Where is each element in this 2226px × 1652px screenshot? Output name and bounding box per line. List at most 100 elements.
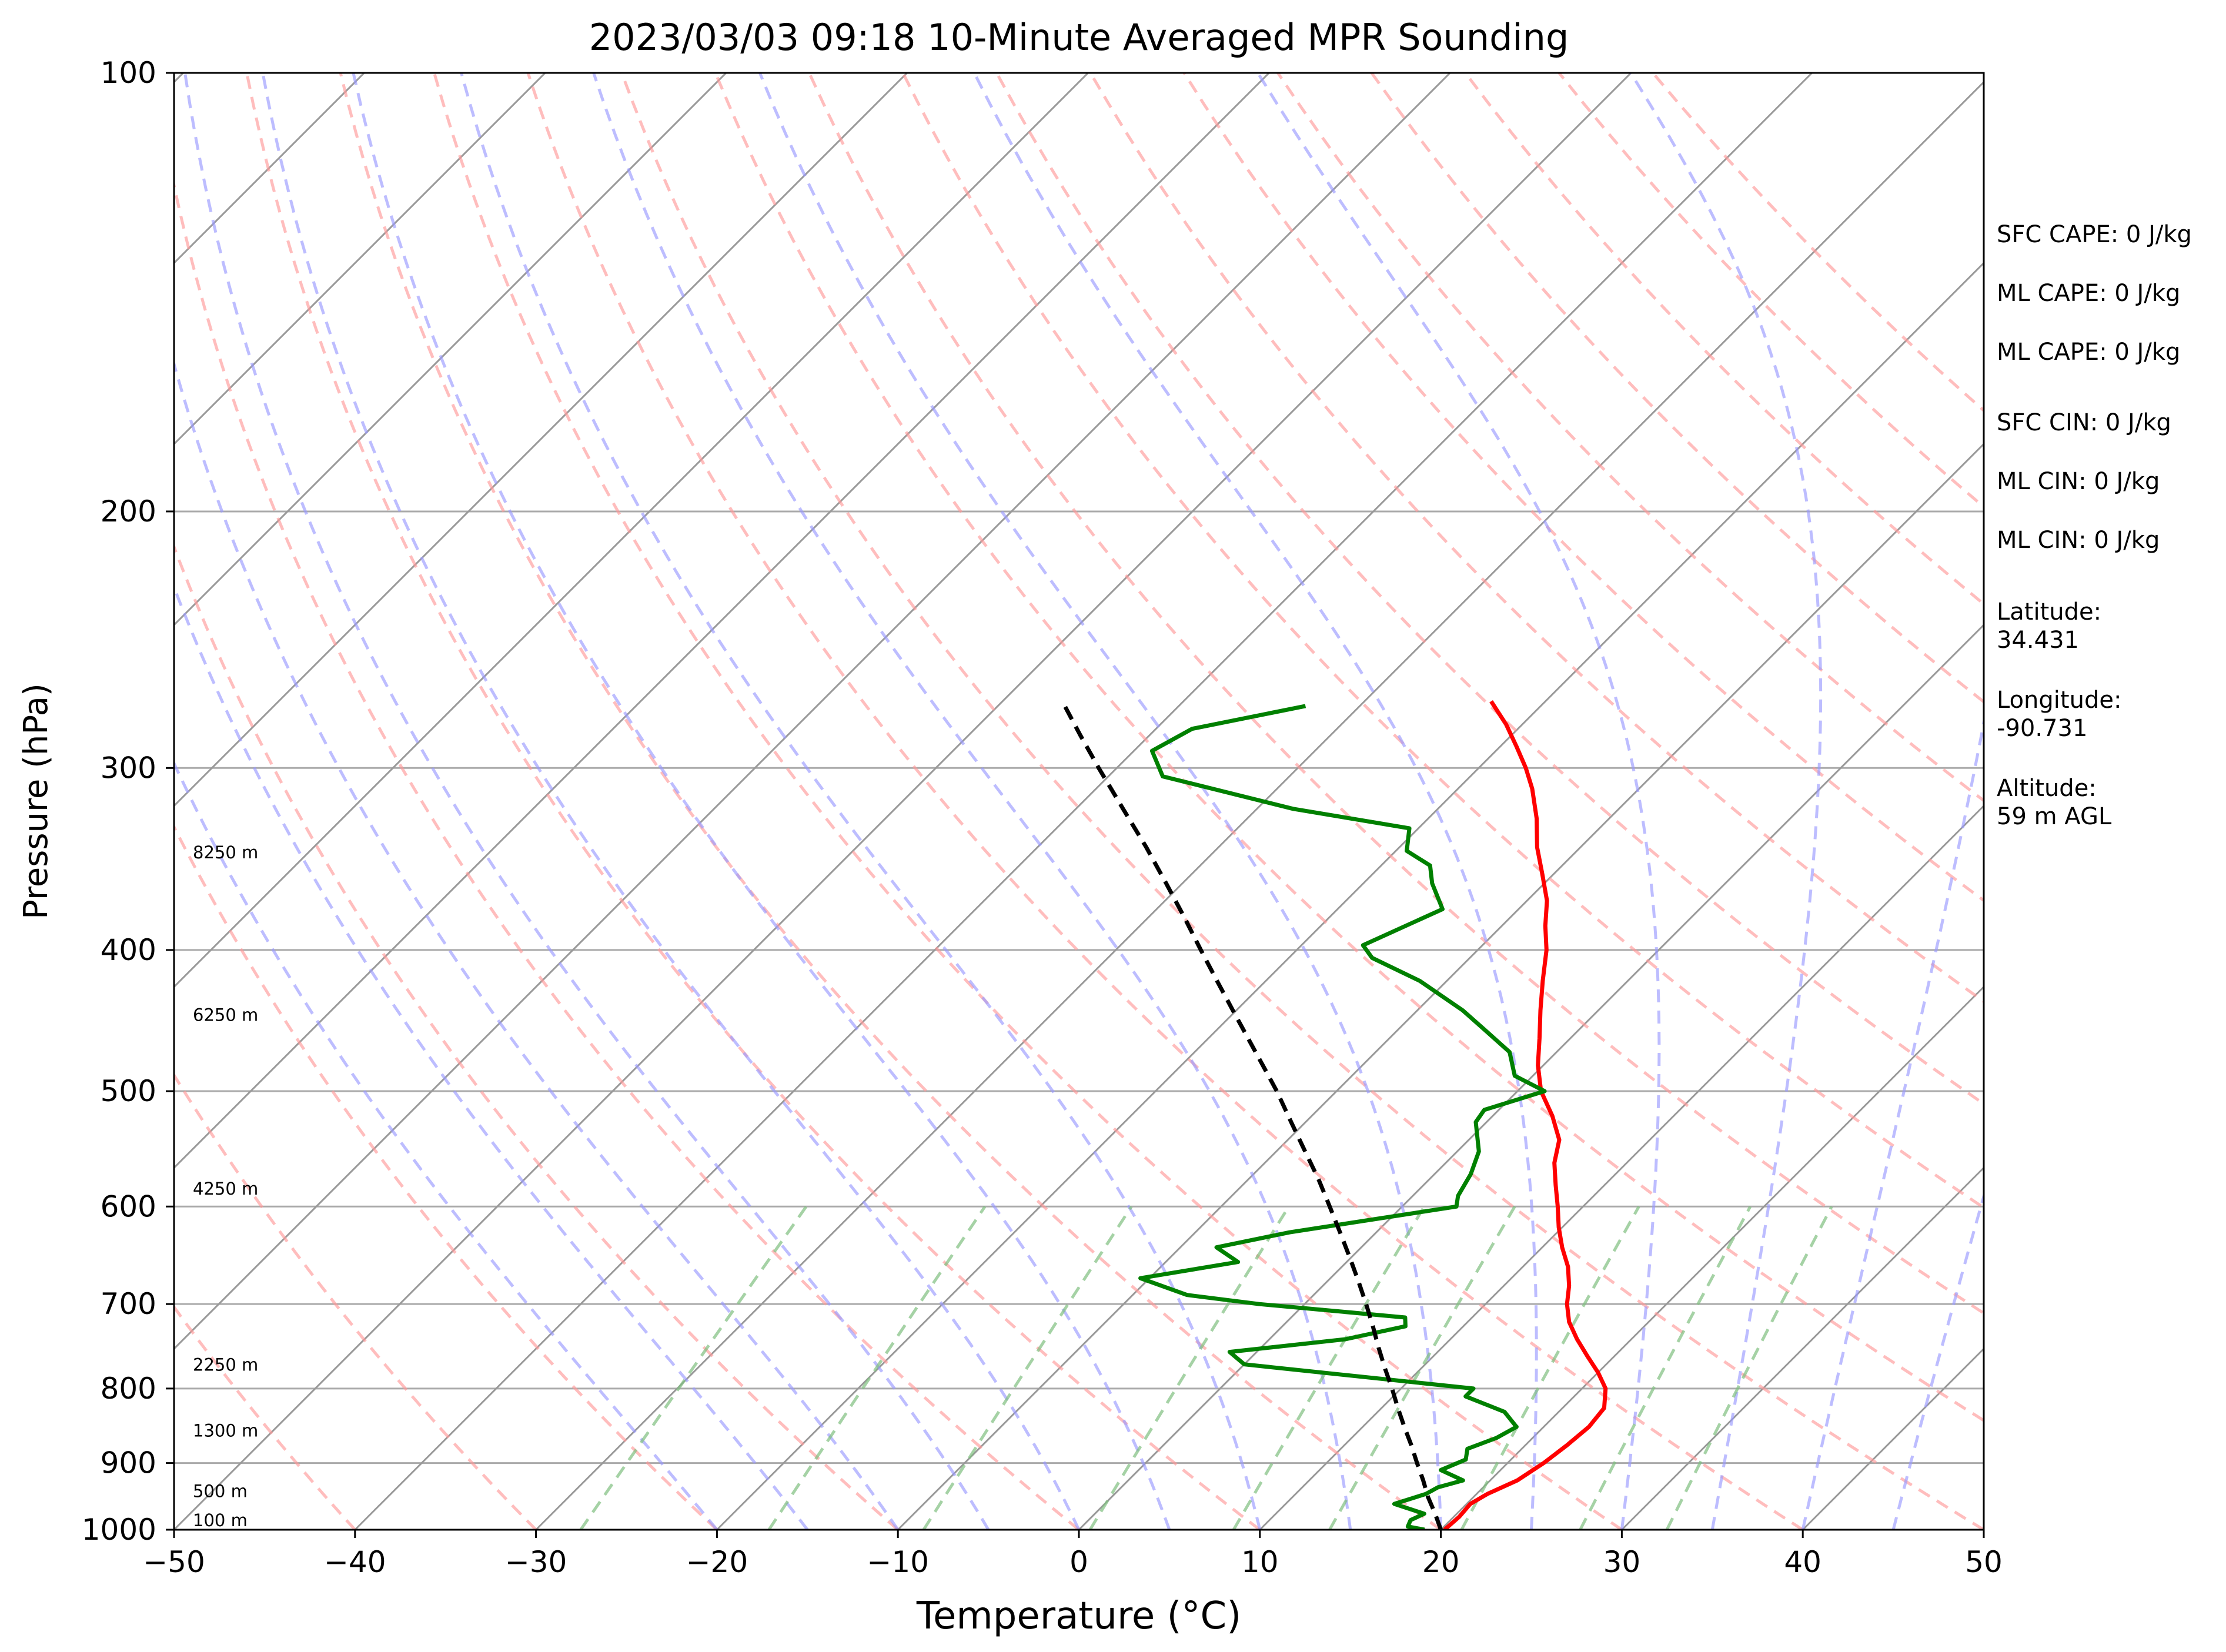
moist-adiabat-line (352, 73, 1171, 1530)
height-label: 100 m (193, 1510, 248, 1530)
x-tick-label: 20 (1422, 1545, 1460, 1579)
sfc_cape-annotation: SFC CAPE: 0 J/kg (1997, 221, 2192, 248)
height-label: 2250 m (193, 1355, 258, 1375)
x-axis-label: Temperature (°C) (916, 1594, 1241, 1638)
isotherm-line (1259, 804, 1984, 1530)
height-label: 8250 m (193, 842, 258, 862)
series-lines (1062, 700, 1608, 1530)
longitude-annotation: Longitude: -90.731 (1997, 687, 2121, 742)
parcel-profile-line (1062, 705, 1443, 1530)
ml_cin_2-annotation: ML CIN: 0 J/kg (1997, 527, 2160, 554)
y-tick-label: 500 (101, 1074, 156, 1108)
ml_cin_1-annotation: ML CIN: 0 J/kg (1997, 468, 2160, 495)
y-tick-label: 1000 (82, 1513, 156, 1547)
moist-adiabat-line (174, 359, 900, 1530)
height-labels: 100 m 500 m 1300 m 2250 m 4250 m 6250 m 8250 m (193, 842, 258, 1530)
mixing-ratio-line (1328, 1206, 1516, 1530)
isotherm-line (174, 73, 546, 446)
dry-adiabat-line (995, 73, 1984, 1106)
dry-adiabat-line (174, 1072, 537, 1530)
moist-adiabat-line (183, 73, 990, 1530)
isotherm-line (174, 73, 908, 807)
dry-adiabat-line (620, 73, 1984, 1530)
y-tick-label: 600 (101, 1189, 156, 1223)
isotherm-line (1440, 985, 1984, 1530)
ml_cape_1-annotation: ML CAPE: 0 J/kg (1997, 280, 2180, 307)
isotherm-line (354, 73, 1813, 1530)
x-axis: −50 −40 −30 −20 −10 0 10 20 30 40 50 (143, 1530, 2003, 1579)
y-tick-label: 900 (101, 1446, 156, 1480)
isotherm-line (1078, 623, 1984, 1530)
y-tick-label: 200 (101, 494, 156, 529)
moist-adiabat-line (1629, 73, 1823, 1530)
moist-adiabat-line (758, 73, 1443, 1530)
isotherm-line (174, 73, 1451, 1350)
mixing-ratio-line (922, 1205, 1133, 1530)
mixing-ratio-line (767, 1205, 987, 1530)
moist-adiabat-line (174, 760, 718, 1530)
moist-adiabat-line (1801, 715, 1984, 1530)
x-tick-label: −10 (867, 1545, 929, 1579)
x-tick-label: −20 (686, 1545, 748, 1579)
mixing-ratio-line (1088, 1205, 1291, 1530)
mixing-ratio-line (1460, 1206, 1640, 1530)
y-tick-label: 800 (101, 1372, 156, 1406)
y-axis-label: Pressure (hPa) (17, 683, 55, 919)
isotherm-line (1621, 1166, 1984, 1530)
dry-adiabat-line (526, 73, 1804, 1530)
dry-adiabat-line (1276, 73, 1984, 802)
dry-adiabat-line (174, 178, 1080, 1530)
moist-adiabat-line (972, 73, 1538, 1530)
y-axis: 100 200 300 400 500 600 700 800 900 1000 (82, 56, 174, 1547)
temperature-profile-line (1443, 700, 1608, 1530)
mixing-ratio-line (1232, 1206, 1426, 1530)
x-tick-label: 50 (1965, 1545, 2003, 1579)
x-tick-label: −30 (505, 1545, 567, 1579)
dry-adiabat-line (174, 824, 718, 1530)
x-tick-label: −40 (324, 1545, 386, 1579)
sfc_cin-annotation: SFC CIN: 0 J/kg (1997, 409, 2171, 436)
altitude-annotation: Altitude: 59 m AGL (1997, 775, 2112, 830)
dry-adiabat-line (174, 543, 899, 1530)
dry-adiabat-line (714, 73, 1984, 1423)
dry-adiabat-line (901, 73, 1984, 1210)
dry-adiabat-line (1089, 73, 1984, 1004)
latitude-annotation: Latitude: 34.431 (1997, 598, 2101, 654)
chart-title: 2023/03/03 09:18 10-Minute Averaged MPR … (589, 16, 1569, 59)
height-label: 4250 m (193, 1179, 258, 1199)
height-label: 6250 m (193, 1005, 258, 1025)
y-tick-label: 400 (101, 933, 156, 967)
dry-adiabat-line (245, 73, 1261, 1530)
height-label: 500 m (193, 1481, 248, 1501)
dry-adiabat-line (174, 1304, 356, 1530)
ml_cape_2-annotation: ML CAPE: 0 J/kg (1997, 339, 2180, 366)
y-tick-label: 700 (101, 1287, 156, 1321)
sounding-annotations: SFC CAPE: 0 J/kg ML CAPE: 0 J/kg ML CAPE: … (1997, 221, 2192, 830)
isotherm-line (174, 73, 1270, 1169)
moist-adiabat-line (261, 73, 1081, 1530)
isotherm-line (174, 73, 727, 627)
mixing-ratio-line (1665, 1206, 1833, 1530)
height-label: 1300 m (193, 1421, 258, 1441)
isotherm-line (897, 443, 1984, 1530)
isotherm-line (174, 73, 1632, 1530)
y-tick-label: 100 (101, 56, 156, 90)
dewpoint-profile-line (1138, 704, 1547, 1530)
x-tick-label: 10 (1241, 1545, 1279, 1579)
moist-adiabat-line (592, 73, 1352, 1530)
moist-adiabat-line (174, 583, 809, 1530)
mixing-ratio-line (579, 1205, 808, 1530)
dry-adiabat-line (433, 73, 1623, 1530)
mixing-ratio-line (1579, 1206, 1752, 1530)
y-tick-label: 300 (101, 751, 156, 785)
dry-adiabat-line (339, 73, 1442, 1530)
x-tick-label: −50 (143, 1545, 205, 1579)
x-tick-label: 40 (1784, 1545, 1821, 1579)
isotherm-line (716, 262, 1984, 1530)
isotherm-line (174, 73, 1089, 988)
background-lines (174, 73, 1984, 1530)
x-tick-label: 0 (1069, 1545, 1088, 1579)
moist-adiabat-line (1891, 1191, 1984, 1530)
x-tick-label: 30 (1603, 1545, 1641, 1579)
